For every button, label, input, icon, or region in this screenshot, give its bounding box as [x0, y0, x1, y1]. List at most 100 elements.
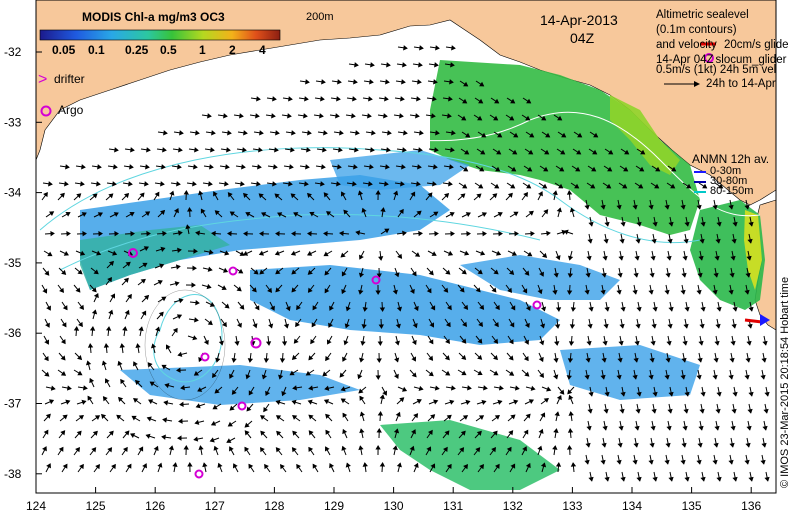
velocity-arrowhead [326, 211, 332, 216]
velocity-arrowhead [293, 212, 299, 217]
velocity-arrowhead [274, 250, 280, 256]
velocity-arrowhead [290, 147, 295, 153]
velocity-arrowhead [261, 374, 268, 380]
velocity-arrowhead [229, 211, 235, 217]
velocity-arrowhead [65, 399, 71, 405]
velocity-arrowhead [475, 287, 481, 293]
velocity-arrowhead [172, 462, 178, 468]
chl-offshore-2 [80, 225, 230, 290]
velocity-arrowhead [616, 289, 622, 295]
velocity-arrowhead [341, 445, 347, 451]
velocity-arrowhead [272, 96, 277, 102]
velocity-arrowhead [638, 183, 644, 189]
velocity-arrowhead [370, 62, 375, 68]
velocity-arrowhead [267, 287, 272, 293]
velocity-arrowhead [296, 304, 301, 311]
velocity-arrowhead [543, 209, 549, 215]
velocity-arrowhead [586, 255, 592, 261]
isobath-label: 200m [306, 11, 334, 23]
velocity-arrowhead [357, 190, 364, 196]
velocity-arrowhead [530, 230, 535, 237]
velocity-arrowhead [525, 115, 531, 121]
velocity-arrowhead [133, 361, 138, 367]
velocity-arrowhead [312, 305, 318, 311]
velocity-arrowhead [131, 415, 137, 421]
velocity-arrowhead [635, 238, 641, 244]
velocity-arrowhead [462, 183, 468, 189]
velocity-arrowhead [177, 351, 183, 357]
x-tick-label: 132 [503, 499, 523, 513]
velocity-arrowhead [111, 463, 116, 470]
velocity-arrowhead [89, 377, 95, 384]
velocity-arrowhead [761, 357, 767, 363]
velocity-arrowhead [48, 211, 55, 217]
velocity-arrowhead [651, 323, 657, 329]
velocity-arrowhead [50, 230, 55, 237]
velocity-arrowhead [193, 248, 198, 254]
velocity-arrowhead [465, 212, 471, 218]
velocity-arrowhead [355, 130, 360, 136]
velocity-arrowhead [601, 272, 607, 278]
anmn-legend-arrows [694, 171, 706, 193]
velocity-arrowhead [636, 221, 642, 227]
velocity-arrowhead [633, 442, 639, 448]
velocity-arrowhead [79, 304, 84, 310]
velocity-arrowhead [428, 371, 434, 377]
velocity-arrowhead [91, 447, 97, 453]
velocity-arrowhead [43, 192, 48, 198]
velocity-arrowhead [224, 250, 230, 256]
velocity-arrowhead [212, 404, 218, 410]
velocity-arrowhead [696, 459, 702, 465]
velocity-arrowhead [177, 247, 182, 253]
x-tick-label: 127 [205, 499, 225, 513]
velocity-arrowhead [183, 445, 189, 450]
velocity-arrowhead [138, 446, 144, 452]
velocity-arrowhead [700, 391, 706, 397]
velocity-arrowhead [73, 326, 80, 331]
velocity-arrowhead [552, 289, 558, 295]
velocity-arrowhead [477, 354, 483, 360]
velocity-arrowhead [290, 193, 296, 199]
velocity-arrowhead [545, 132, 551, 138]
velocity-arrowhead [523, 429, 529, 435]
velocity-arrowhead [508, 355, 514, 361]
velocity-arrowhead [322, 371, 328, 377]
velocity-arrowhead [403, 45, 408, 51]
velocity-arrowhead [682, 425, 688, 431]
velocity-arrowhead [161, 364, 167, 370]
velocity-arrowhead [245, 374, 251, 380]
velocity-arrowhead [149, 381, 155, 387]
velocity-arrowhead [760, 374, 766, 380]
velocity-arrowhead [585, 272, 591, 278]
velocity-arrowhead [116, 414, 122, 420]
velocity-arrowhead [712, 289, 718, 295]
velocity-arrowhead [700, 476, 706, 482]
velocity-arrowhead [375, 375, 381, 380]
velocity-arrowhead [229, 446, 234, 452]
velocity-arrowhead [666, 425, 672, 431]
velocity-arrowhead [308, 355, 314, 361]
velocity-arrowhead [444, 430, 450, 436]
velocity-arrowhead [48, 399, 55, 405]
velocity-arrowhead [730, 425, 736, 431]
velocity-arrowhead [226, 147, 231, 153]
velocity-arrowhead [462, 321, 467, 327]
velocity-arrowhead [507, 287, 512, 293]
velocity-arrowhead [681, 272, 687, 278]
velocity-arrowhead [275, 269, 281, 275]
velocity-arrowhead [44, 270, 50, 276]
argo-float [228, 266, 238, 276]
velocity-arrowhead [44, 339, 50, 345]
velocity-arrowhead [450, 385, 456, 391]
velocity-arrowhead [713, 442, 719, 448]
x-tick-label: 126 [145, 499, 165, 513]
velocity-arrowhead [618, 255, 624, 261]
colorbar-tick: 0.05 [52, 43, 76, 57]
anmn-legend-item: 80-150m [710, 185, 754, 197]
velocity-arrowhead [715, 408, 721, 414]
velocity-arrowhead [697, 442, 703, 448]
velocity-arrowhead [401, 164, 406, 170]
velocity-arrowhead [124, 193, 130, 199]
velocity-arrowhead [243, 192, 249, 198]
velocity-arrowhead [624, 149, 630, 155]
